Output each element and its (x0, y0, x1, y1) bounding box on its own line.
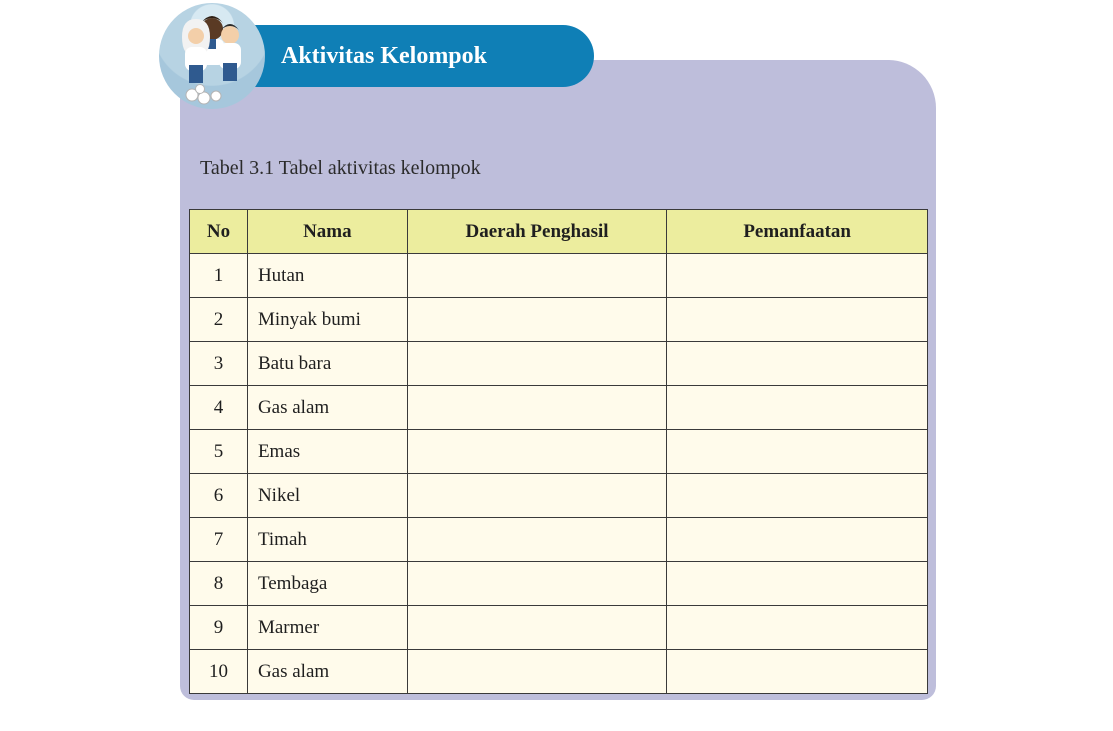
cell-no: 8 (190, 562, 248, 606)
cell-daerah-penghasil (407, 342, 667, 386)
cell-pemanfaatan (667, 254, 928, 298)
cell-no: 1 (190, 254, 248, 298)
cell-nama: Gas alam (247, 650, 407, 694)
table-row: 9 Marmer (190, 606, 928, 650)
cell-no: 10 (190, 650, 248, 694)
cell-daerah-penghasil (407, 430, 667, 474)
cell-no: 5 (190, 430, 248, 474)
cell-daerah-penghasil (407, 386, 667, 430)
table-row: 10 Gas alam (190, 650, 928, 694)
cell-no: 3 (190, 342, 248, 386)
cell-daerah-penghasil (407, 650, 667, 694)
table-row: 2 Minyak bumi (190, 298, 928, 342)
cell-no: 7 (190, 518, 248, 562)
table-row: 1 Hutan (190, 254, 928, 298)
cell-nama: Tembaga (247, 562, 407, 606)
cell-pemanfaatan (667, 606, 928, 650)
col-header-daerah-penghasil: Daerah Penghasil (407, 210, 667, 254)
cell-no: 6 (190, 474, 248, 518)
cell-daerah-penghasil (407, 562, 667, 606)
activity-table: No Nama Daerah Penghasil Pemanfaatan 1 H… (189, 209, 928, 694)
cell-no: 9 (190, 606, 248, 650)
cell-nama: Emas (247, 430, 407, 474)
cell-no: 4 (190, 386, 248, 430)
table-caption: Tabel 3.1 Tabel aktivitas kelompok (200, 157, 481, 180)
table-row: 5 Emas (190, 430, 928, 474)
cell-daerah-penghasil (407, 474, 667, 518)
table-row: 6 Nikel (190, 474, 928, 518)
cell-daerah-penghasil (407, 254, 667, 298)
cell-pemanfaatan (667, 562, 928, 606)
cell-no: 2 (190, 298, 248, 342)
table-header-row: No Nama Daerah Penghasil Pemanfaatan (190, 210, 928, 254)
cell-pemanfaatan (667, 474, 928, 518)
cell-nama: Gas alam (247, 386, 407, 430)
cell-nama: Timah (247, 518, 407, 562)
col-header-no: No (190, 210, 248, 254)
cell-daerah-penghasil (407, 518, 667, 562)
table-row: 3 Batu bara (190, 342, 928, 386)
cell-nama: Minyak bumi (247, 298, 407, 342)
cell-pemanfaatan (667, 298, 928, 342)
cell-pemanfaatan (667, 650, 928, 694)
cell-nama: Batu bara (247, 342, 407, 386)
students-illustration-icon (159, 3, 265, 109)
col-header-nama: Nama (247, 210, 407, 254)
col-header-pemanfaatan: Pemanfaatan (667, 210, 928, 254)
table-body: 1 Hutan 2 Minyak bumi 3 Batu bara 4 Gas … (190, 254, 928, 694)
cell-nama: Hutan (247, 254, 407, 298)
table-row: 8 Tembaga (190, 562, 928, 606)
cell-pemanfaatan (667, 386, 928, 430)
section-title: Aktivitas Kelompok (281, 43, 487, 70)
cell-pemanfaatan (667, 342, 928, 386)
cell-pemanfaatan (667, 518, 928, 562)
table-row: 4 Gas alam (190, 386, 928, 430)
cell-daerah-penghasil (407, 298, 667, 342)
cell-nama: Nikel (247, 474, 407, 518)
cell-pemanfaatan (667, 430, 928, 474)
table-row: 7 Timah (190, 518, 928, 562)
cell-nama: Marmer (247, 606, 407, 650)
cell-daerah-penghasil (407, 606, 667, 650)
